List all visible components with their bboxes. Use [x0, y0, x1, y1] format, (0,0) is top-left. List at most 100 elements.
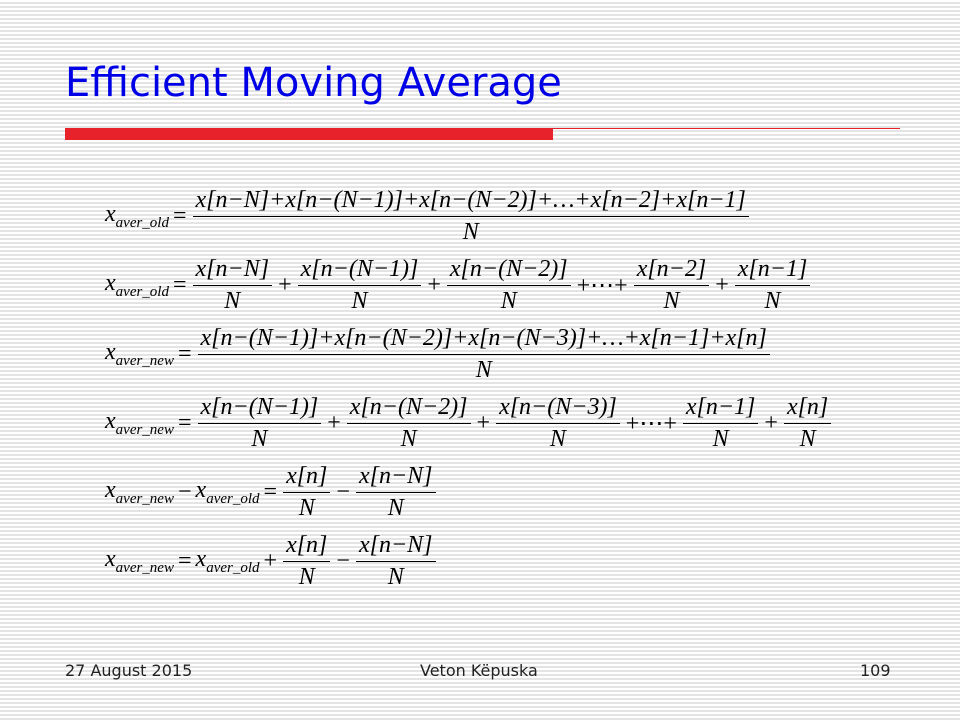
denominator: N [400, 426, 417, 452]
denominator: N [224, 288, 241, 314]
numerator: x[n−(N−1)] [197, 394, 322, 424]
denominator: N [351, 288, 368, 314]
title-bar [65, 128, 553, 140]
operator: + [263, 548, 278, 574]
fraction: x[n−N] N [355, 532, 436, 591]
footer-date: 27 August 2015 [65, 661, 193, 680]
variable: xaver_old [105, 201, 169, 232]
variable-name: x [195, 477, 207, 503]
variable: xaver_old [105, 270, 169, 301]
operator: +⋯+ [576, 273, 628, 299]
slide-title: Efficient Moving Average [65, 60, 562, 106]
equation: xaver_old = x[n−N] N + x[n−(N−1)] N + x[n−(N−2)]… [105, 251, 833, 320]
operator: = [177, 410, 192, 436]
footer-page: 109 [860, 661, 891, 680]
numerator: x[n] [783, 394, 832, 424]
numerator: x[n−N] [192, 256, 273, 286]
denominator: N [712, 426, 729, 452]
variable-name: x [105, 201, 116, 227]
numerator: x[n−(N−1)]+x[n−(N−2)]+x[n−(N−3)]+…+x[n−1… [197, 325, 770, 355]
denominator: N [251, 426, 268, 452]
denominator: N [387, 495, 404, 521]
denominator: N [764, 288, 781, 314]
numerator: x[n−1] [682, 394, 759, 424]
operator: = [263, 479, 278, 505]
variable-subscript: aver_new [115, 422, 174, 438]
variable-name: x [195, 546, 207, 572]
variable-name: x [105, 339, 116, 365]
operator: = [177, 341, 192, 367]
variable-name: x [105, 546, 116, 572]
operator: − [177, 479, 192, 505]
denominator: N [462, 219, 479, 245]
fraction: x[n−(N−1)] N [197, 394, 322, 453]
operator: = [172, 203, 187, 229]
numerator: x[n−2] [633, 256, 710, 286]
variable-subscript: aver_old [206, 560, 260, 576]
variable: xaver_old [196, 477, 260, 508]
denominator: N [500, 288, 517, 314]
denominator: N [663, 288, 680, 314]
fraction: x[n−(N−1)]+x[n−(N−2)]+x[n−(N−3)]+…+x[n−1… [197, 325, 770, 384]
equation: xaver_new = x[n−(N−1)] N + x[n−(N−2)] N + x[n−(N… [105, 389, 833, 458]
variable-subscript: aver_new [115, 491, 174, 507]
equations: xaver_old = x[n−N]+x[n−(N−1)]+x[n−(N−2)]+…… [105, 182, 833, 596]
fraction: x[n−1] N [682, 394, 759, 453]
variable: xaver_new [105, 546, 174, 577]
variable-name: x [105, 408, 116, 434]
operator: + [327, 410, 341, 436]
operator: − [336, 548, 350, 574]
variable: xaver_new [105, 477, 174, 508]
operator: + [278, 272, 292, 298]
operator: + [476, 410, 491, 436]
denominator: N [298, 495, 315, 521]
equation: xaver_new = x[n−(N−1)]+x[n−(N−2)]+x[n−(N−3… [105, 320, 833, 389]
title-rule [553, 128, 900, 129]
operator: = [172, 272, 187, 298]
variable-name: x [105, 477, 116, 503]
fraction: x[n−2] N [633, 256, 710, 315]
numerator: x[n−N]+x[n−(N−1)]+x[n−(N−2)]+…+x[n−2]+x[… [192, 187, 749, 217]
numerator: x[n−(N−2)] [346, 394, 471, 424]
equation: xaver_old = x[n−N]+x[n−(N−1)]+x[n−(N−2)]+…… [105, 182, 833, 251]
footer-author: Veton Këpuska [420, 661, 538, 680]
operator: + [715, 272, 729, 298]
variable-name: x [105, 270, 116, 296]
numerator: x[n−(N−2)] [446, 256, 571, 286]
numerator: x[n−(N−1)] [297, 256, 422, 286]
fraction: x[n−(N−1)] N [297, 256, 422, 315]
numerator: x[n−1] [734, 256, 811, 286]
denominator: N [799, 426, 816, 452]
fraction: x[n] N [283, 463, 331, 522]
equation: xaver_new = xaver_old + x[n] N − x[n−N] N [105, 527, 833, 596]
variable: xaver_old [196, 546, 260, 577]
fraction: x[n−(N−3)] N [496, 394, 620, 453]
numerator: x[n−N] [355, 532, 436, 562]
fraction: x[n] N [283, 532, 331, 591]
denominator: N [387, 564, 404, 590]
variable-subscript: aver_old [115, 284, 169, 300]
fraction: x[n−1] N [734, 256, 811, 315]
numerator: x[n−(N−3)] [496, 394, 620, 424]
variable-subscript: aver_old [115, 215, 169, 231]
operator: + [427, 272, 441, 298]
fraction: x[n−(N−2)] N [346, 394, 471, 453]
denominator: N [298, 564, 315, 590]
denominator: N [549, 426, 566, 452]
fraction: x[n] N [783, 394, 832, 453]
variable-subscript: aver_old [206, 491, 260, 507]
numerator: x[n] [283, 532, 331, 562]
variable-subscript: aver_new [115, 560, 174, 576]
fraction: x[n−(N−2)] N [446, 256, 571, 315]
operator: + [764, 410, 778, 436]
operator: +⋯+ [625, 411, 677, 437]
numerator: x[n−N] [355, 463, 436, 493]
variable: xaver_new [105, 339, 174, 370]
numerator: x[n] [283, 463, 331, 493]
operator: − [336, 479, 350, 505]
fraction: x[n−N] N [192, 256, 273, 315]
variable-subscript: aver_new [115, 353, 174, 369]
denominator: N [475, 357, 492, 383]
fraction: x[n−N] N [355, 463, 436, 522]
